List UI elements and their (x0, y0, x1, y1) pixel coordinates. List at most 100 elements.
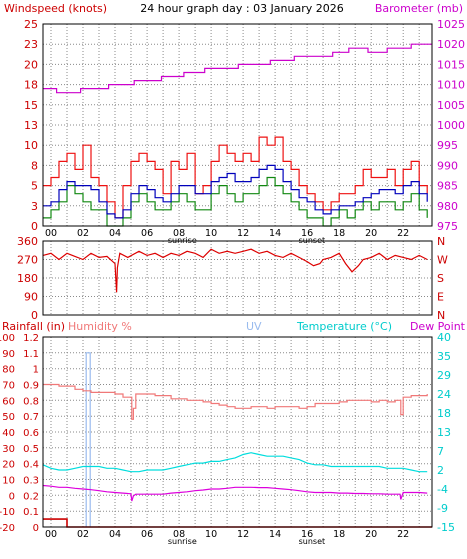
humidity-y-tick: 70 (2, 381, 15, 392)
panel-0-x-tick: 16 (301, 228, 313, 239)
panel-2-x-tick: 08 (173, 529, 185, 540)
panel-0-x-marker: sunrise (168, 236, 197, 245)
panel-2-x-tick: 14 (269, 529, 281, 540)
barometer-y-tick: 1005 (437, 99, 465, 112)
panel-2-x-tick: 10 (205, 529, 217, 540)
panel-0-x-tick: 14 (269, 228, 281, 239)
panel-1-frame (42, 240, 433, 316)
panel-2-x-tick: 20 (365, 529, 377, 540)
barometer-y-tick: 1025 (437, 18, 465, 31)
uv-axis-label: UV (246, 320, 262, 333)
rain-y-tick: 1.2 (23, 333, 39, 344)
temperature-y-tick: 24 (437, 388, 451, 401)
panel-0-x-tick: 00 (45, 228, 57, 239)
humidity-axis-label: Humidity % (68, 320, 132, 333)
wind-y-tick: 3 (31, 200, 38, 213)
wind-average-line (43, 164, 428, 219)
rain-y-tick: 0.3 (23, 476, 39, 487)
panel-0-x-tick: 10 (205, 228, 217, 239)
wind-lull-line (43, 176, 428, 227)
humidity-y-tick: -10 (0, 507, 15, 518)
panel-2-x-tick: 12 (237, 529, 249, 540)
panel-0-x-marker: sunset (299, 236, 326, 245)
wind-y-tick: 20 (24, 58, 38, 71)
humidity-y-tick: 40 (2, 428, 15, 439)
barometer-y-tick: 985 (437, 180, 458, 193)
barometer-axis-label: Barometer (mb) (375, 2, 463, 15)
barometer-y-tick: 1000 (437, 119, 465, 132)
wind-y-tick: 5 (31, 180, 38, 193)
panel-2-x-tick: 22 (397, 529, 409, 540)
temperature-y-tick: 29 (437, 369, 451, 382)
panel-0-x-tick: 04 (109, 228, 121, 239)
wind-y-tick: 15 (24, 99, 38, 112)
rain-y-tick: 0.2 (23, 491, 39, 502)
panel-0-x-tick: 20 (365, 228, 377, 239)
panel-2-x-marker: sunrise (168, 537, 197, 546)
direction-degree-tick: 180 (17, 272, 38, 285)
humidity-y-tick: 10 (2, 476, 15, 487)
humidity-y-tick: 90 (2, 349, 15, 360)
wind-y-tick: 18 (24, 79, 38, 92)
humidity-y-tick: 20 (2, 460, 15, 471)
rain-y-tick: 0.8 (23, 396, 39, 407)
direction-compass-tick: S (437, 272, 444, 285)
rain-y-tick: 1.1 (23, 349, 39, 360)
rainfall-axis-label: Rainfall (in) (2, 320, 65, 333)
panel-2-x-tick: 04 (109, 529, 121, 540)
temperature-y-tick: 7 (437, 445, 444, 458)
uv-bar (85, 352, 91, 527)
panel-0-x-tick: 22 (397, 228, 409, 239)
wind-y-tick: 13 (24, 119, 38, 132)
humidity-y-tick: -20 (0, 523, 15, 534)
rain-y-tick: 0.4 (23, 460, 39, 471)
windspeed-axis-label: Windspeed (knots) (4, 2, 107, 15)
panel-0-x-tick: 02 (77, 228, 89, 239)
rain-y-tick: 0.5 (23, 444, 39, 455)
barometer-y-tick: 995 (437, 139, 458, 152)
humidity-y-tick: 80 (2, 365, 15, 376)
barometer-y-tick: 990 (437, 159, 458, 172)
direction-degree-tick: 0 (31, 309, 38, 322)
direction-compass-tick: W (437, 254, 448, 267)
barometer-y-tick: 1015 (437, 58, 465, 71)
panel-2-x-tick: 16 (301, 529, 313, 540)
wind-y-tick: 23 (24, 38, 38, 51)
barometer-y-tick: 975 (437, 220, 458, 233)
direction-degree-tick: 270 (17, 254, 38, 267)
temperature-y-tick: 40 (437, 331, 451, 344)
direction-degree-tick: 360 (17, 235, 38, 248)
panel-0-frame (42, 23, 433, 227)
direction-degree-tick: 90 (24, 291, 38, 304)
temperature-line (42, 452, 428, 473)
humidity-line (43, 383, 428, 420)
wind-y-tick: 25 (24, 18, 38, 31)
dew-point-axis-label: Dew Point (410, 320, 466, 333)
barometer-y-tick: 1010 (437, 79, 465, 92)
panel-0-x-tick: 06 (141, 228, 153, 239)
temperature-y-tick: 18 (437, 407, 451, 420)
panel-2-x-tick: 02 (77, 529, 89, 540)
humidity-y-tick: 30 (2, 444, 15, 455)
wind-direction-line (42, 248, 428, 293)
rain-y-tick: 0.6 (23, 428, 39, 439)
rain-y-tick: 0.7 (23, 412, 39, 423)
temperature-y-tick: 13 (437, 426, 451, 439)
temperature-y-tick: 2 (437, 464, 444, 477)
wind-y-tick: 8 (31, 159, 38, 172)
barometer-y-tick: 980 (437, 200, 458, 213)
barometer-line (43, 43, 432, 94)
panel-0-x-tick: 18 (333, 228, 345, 239)
wind-gust-line (43, 136, 428, 219)
humidity-y-tick: 60 (2, 396, 15, 407)
temperature-y-tick: 35 (437, 350, 451, 363)
temperature-y-tick: -15 (437, 521, 455, 534)
direction-compass-tick: N (437, 235, 445, 248)
panel-2-x-tick: 00 (45, 529, 57, 540)
wind-y-tick: 0 (31, 220, 38, 233)
direction-compass-tick: N (437, 309, 445, 322)
panel-2-x-tick: 18 (333, 529, 345, 540)
humidity-y-tick: 50 (2, 412, 15, 423)
rain-y-tick: 0 (33, 523, 39, 534)
panel-0-x-tick: 12 (237, 228, 249, 239)
